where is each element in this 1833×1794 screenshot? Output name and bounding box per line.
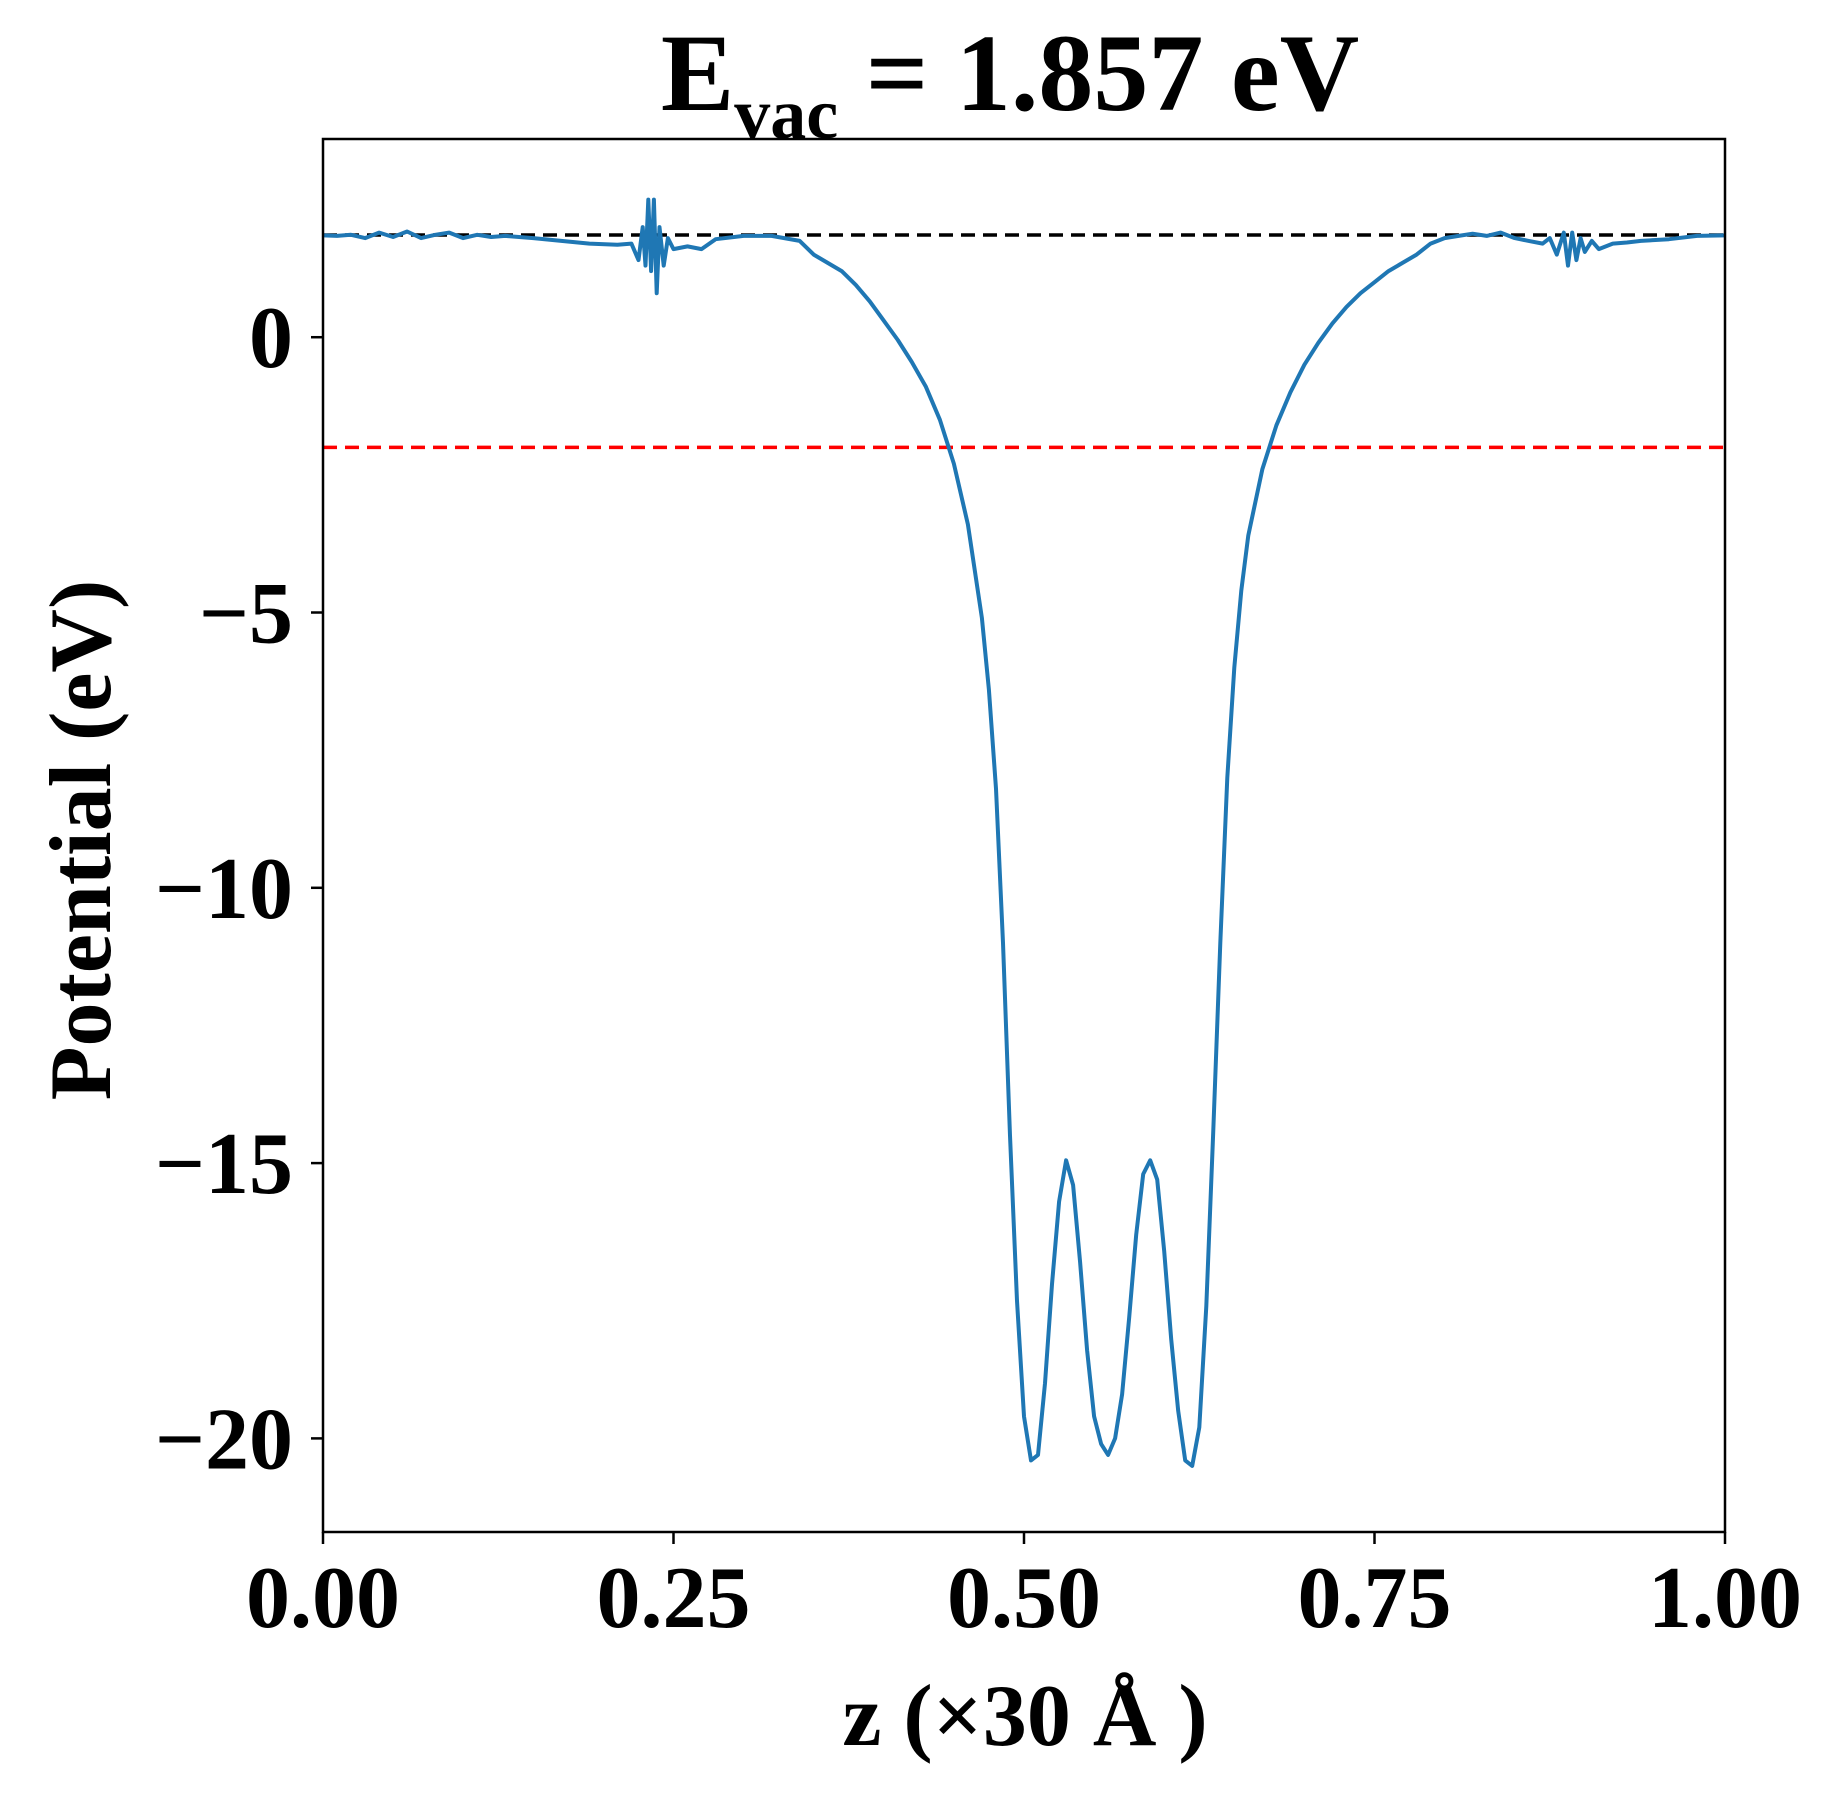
y-tick-label: −10 xyxy=(155,841,293,938)
title-subscript: vac xyxy=(734,74,838,154)
y-axis: 0 −5 −10 −15 −20 xyxy=(155,290,323,1488)
y-tick-label: 0 xyxy=(249,290,293,387)
chart-title: Evac = 1.857 eV xyxy=(661,12,1359,154)
y-tick-label: −20 xyxy=(155,1391,293,1488)
x-tick-label: 0.00 xyxy=(246,1550,400,1647)
x-tick-label: 0.25 xyxy=(597,1550,751,1647)
y-tick-label: −5 xyxy=(199,566,293,663)
plot-frame xyxy=(321,137,1727,1534)
y-tick-label: −15 xyxy=(155,1116,293,1213)
x-tick-label: 1.00 xyxy=(1648,1550,1802,1647)
x-axis: 0.00 0.25 0.50 0.75 1.00 xyxy=(246,1532,1802,1647)
title-main: E xyxy=(661,12,734,134)
potential-series-line xyxy=(322,197,1726,1468)
x-tick-label: 0.75 xyxy=(1298,1550,1452,1647)
x-tick-label: 0.50 xyxy=(947,1550,1101,1647)
title-rest: = 1.857 eV xyxy=(838,12,1359,134)
x-axis-label: z (×30 Å ) xyxy=(842,1668,1207,1765)
y-axis-label: Potential (eV) xyxy=(33,580,130,1100)
plot-area xyxy=(322,197,1726,1468)
